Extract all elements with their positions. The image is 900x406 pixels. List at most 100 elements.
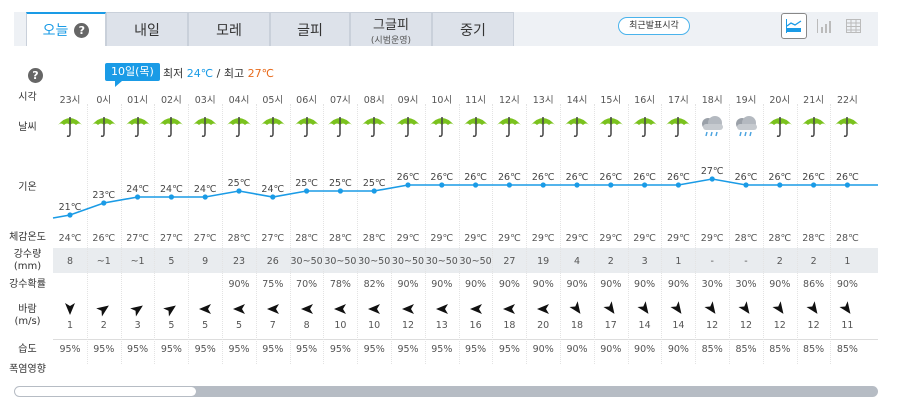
tab-1[interactable]: 내일 — [106, 12, 188, 46]
temp-point — [506, 182, 512, 188]
temp-line — [52, 178, 878, 219]
wind-direction-icon — [797, 301, 831, 319]
rain-prob: 90% — [498, 279, 520, 290]
wind-direction-icon — [425, 302, 459, 319]
wind-speed: 5 — [202, 320, 209, 331]
tab-label: 그글피 — [373, 17, 409, 33]
tab-2[interactable]: 모레 — [188, 12, 270, 46]
umbrella-rain-icon — [492, 114, 526, 141]
rain-amount: ~1 — [96, 256, 111, 267]
temp-point — [777, 182, 783, 188]
temp-label: 21℃ — [59, 202, 82, 213]
column-divider — [492, 104, 494, 364]
recent-announcement-button[interactable]: 최근발표시각 — [618, 17, 690, 35]
graph-view-button[interactable] — [781, 13, 807, 39]
temp-point — [371, 188, 377, 194]
tab-5[interactable]: 중기 — [432, 12, 514, 46]
rain-amount: - — [710, 256, 714, 267]
temp-label: 26℃ — [464, 172, 487, 183]
temp-label: 24℃ — [194, 184, 217, 195]
feel-temp: 29℃ — [396, 233, 420, 244]
wind-direction-icon — [323, 302, 357, 319]
cloudy-rain-icon — [695, 114, 729, 141]
tab-label: 내일 — [134, 22, 160, 39]
tab-sublabel: (시범운영) — [370, 35, 412, 46]
temp-point — [642, 182, 648, 188]
rain-prob: 82% — [363, 279, 385, 290]
table-view-icon — [845, 19, 861, 33]
rain-prob: 90% — [465, 279, 487, 290]
horizontal-scrollbar[interactable] — [14, 386, 878, 397]
wind-direction-icon — [628, 301, 662, 319]
hour: 20시 — [769, 95, 791, 106]
temp-label: 26℃ — [802, 172, 825, 183]
tab-4[interactable]: 그글피 (시범운영) — [350, 12, 432, 46]
wind-speed: 8 — [303, 320, 310, 331]
wind-speed: 18 — [570, 320, 584, 331]
bar-view-icon — [817, 19, 831, 33]
umbrella-rain-icon — [763, 114, 797, 141]
column-divider — [86, 104, 88, 364]
tab-label: 중기 — [460, 22, 486, 39]
rain-amount: 9 — [202, 256, 209, 267]
column-divider — [729, 104, 730, 364]
help-button[interactable]: ? — [28, 68, 43, 83]
humidity: 85% — [803, 344, 825, 355]
wind-direction-icon — [830, 301, 864, 319]
help-icon[interactable]: ? — [74, 22, 90, 38]
rain-amount: 27 — [503, 256, 516, 267]
humidity: 95% — [127, 344, 149, 355]
feel-temp: 29℃ — [633, 233, 656, 244]
rain-amount: 23 — [232, 256, 246, 267]
column-divider — [120, 104, 122, 364]
max-temp: 27℃ — [247, 67, 274, 80]
hour: 15시 — [600, 95, 622, 106]
humidity: 95% — [59, 344, 81, 355]
date-badge: 10일(목) — [105, 63, 160, 87]
scrollbar-thumb[interactable] — [15, 387, 196, 396]
humidity: 85% — [769, 344, 791, 355]
feel-temp: 26℃ — [92, 233, 116, 244]
rain-prob: 90% — [836, 279, 858, 290]
feel-temp: 29℃ — [430, 233, 454, 244]
temp-point — [709, 176, 715, 182]
tab-3[interactable]: 글피 — [270, 12, 350, 46]
temp-point — [270, 194, 276, 200]
temp-label: 25℃ — [228, 178, 251, 189]
column-divider — [255, 104, 257, 364]
temp-point — [743, 182, 749, 188]
cloudy-rain-icon — [729, 114, 763, 141]
hour: 02시 — [160, 95, 182, 106]
hour: 18시 — [701, 95, 723, 106]
feel-temp: 29℃ — [599, 233, 623, 244]
rain-prob: 86% — [803, 279, 825, 290]
humidity: 90% — [667, 344, 689, 355]
table-view-button[interactable] — [840, 13, 866, 39]
label-feel: 체감온도 — [9, 232, 46, 243]
temp-point — [675, 182, 682, 188]
rain-prob: 90% — [769, 279, 791, 290]
column-divider — [222, 104, 223, 364]
rain-amount: 4 — [573, 256, 581, 267]
hour: 21시 — [803, 95, 825, 106]
bar-view-button[interactable] — [811, 13, 837, 39]
wind-speed: 13 — [435, 320, 448, 331]
label-heat: 폭염영향 — [9, 364, 46, 375]
wind-direction-icon — [661, 301, 695, 319]
temp-label: 23℃ — [92, 190, 115, 201]
wind-speed: 10 — [368, 320, 381, 331]
feel-temp: 28℃ — [362, 233, 386, 244]
hour: 12시 — [498, 95, 520, 106]
umbrella-rain-icon — [594, 114, 628, 141]
umbrella-rain-icon — [121, 114, 155, 141]
temp-label: 26℃ — [430, 172, 453, 183]
wind-direction-icon — [594, 301, 628, 319]
humidity: 95% — [397, 344, 419, 355]
column-divider — [188, 104, 190, 364]
label-wind: 바람 — [18, 304, 37, 315]
column-divider — [289, 104, 291, 364]
temp-label: 26℃ — [667, 172, 690, 183]
tab-0[interactable]: 오늘? — [26, 12, 106, 46]
humidity: 90% — [566, 344, 588, 355]
